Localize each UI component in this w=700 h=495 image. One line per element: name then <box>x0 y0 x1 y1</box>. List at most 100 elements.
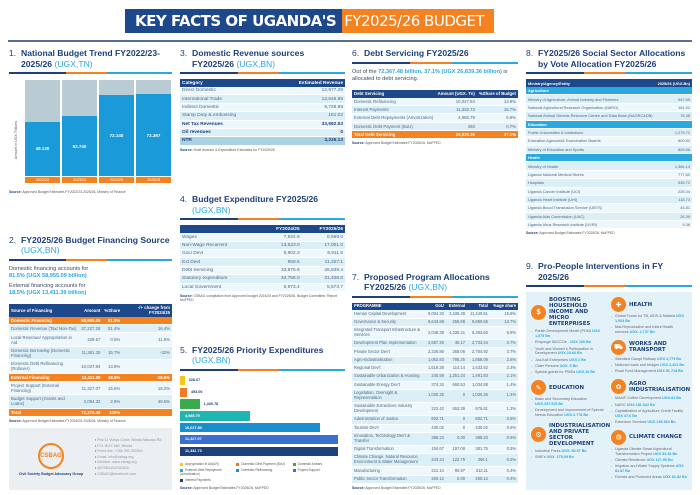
table-cell: 240.59 <box>425 372 446 382</box>
intervention-category: ✚HEALTHGlobal Funds for TB, AIDS & Malar… <box>611 297 687 335</box>
bar-value-label: 72.367 <box>146 132 161 138</box>
source-note: Source: CSBAG compilation from Approved … <box>180 293 338 302</box>
table-row: Oil revenues 0 <box>180 128 345 138</box>
table-cell: 9,899.66 <box>467 318 490 327</box>
section-heading: 8. FY2025/26 Social Sector Allocations by… <box>526 48 686 69</box>
item-text: NARO <box>615 402 627 407</box>
table-cell: 26,839.36 <box>435 130 477 140</box>
contact-item: Website: www.csbag.org <box>95 460 161 466</box>
table-cell: 197.08 <box>445 445 467 455</box>
legend-swatch <box>292 468 296 472</box>
table-cell: Uganda Aids Commission (UAC) <box>526 212 656 222</box>
table-cell: Domestic Debt Payment (BoU) <box>352 122 436 132</box>
table-cell: 0 <box>270 128 345 138</box>
table-header-row: PROGRAMME GoU External Total %age share <box>352 302 518 311</box>
table-cell: Local Government <box>180 283 259 293</box>
item-text: Older Persons <box>535 363 560 368</box>
bar-row: 4,985.79 <box>180 411 345 421</box>
table-cell: 161.02 <box>270 111 345 121</box>
table-row: External Debt Repayments (Amortization) 4… <box>352 113 518 123</box>
table-cell: 15.7% <box>476 105 518 115</box>
item-amount: UGX. 275.09 Bn <box>546 455 574 460</box>
bar-row: 328.67 <box>180 375 345 386</box>
table-cell: 8,728.95 <box>270 103 345 113</box>
table-cell: Uganda Virus Research Institute (UVRI) <box>526 220 656 230</box>
source-note: Source: Draft revenue & Expenditure Esti… <box>180 147 275 152</box>
table-cell: Net Tax Revenues <box>180 120 271 129</box>
table-header-row: Category Estimated Revenue <box>180 79 345 87</box>
table-cell: GoU Devt <box>180 249 259 259</box>
table-cell: 58,955.09 <box>79 316 103 325</box>
table-cell: Uganda Cancer Institute (UCI) <box>526 187 656 196</box>
item-text: Climate Resilience <box>615 457 647 462</box>
table-cell: 430.02 <box>425 424 446 433</box>
domestic-financing-text: Domestic financing accounts for 81.5% (UG… <box>9 265 89 280</box>
category-title-text: EDUCATION <box>549 384 585 391</box>
legend-item: Interest Payments <box>180 478 232 482</box>
table-cell: 122.76 <box>445 453 467 468</box>
table-cell: 8,568.0 <box>301 233 345 242</box>
source-note: Source: Approved Budget Estimates FY2025… <box>352 486 441 490</box>
title-divider <box>8 40 692 42</box>
column-header: %Share <box>102 303 123 317</box>
table-row: Domestic Revenue (Tax/ Non-Tax) 37,227.28… <box>9 324 172 334</box>
table-row: Ministry of Agriculture, Animal Industry… <box>526 94 692 104</box>
table-row: Sustainable Extractives Industry Develop… <box>352 402 518 417</box>
x-tick-label: 2025/26 <box>136 177 171 183</box>
table-cell: 9.36 <box>655 220 692 230</box>
table-row: Human Capital Development 9,004.33 2,436.2… <box>352 310 518 319</box>
chart-legend: Appropriation in Aid(LR) Domestic Debt Pa… <box>180 462 345 482</box>
table-cell: International Trade <box>180 94 271 104</box>
item-text: Capitalization of Agriculture Credit Fac… <box>615 408 684 413</box>
source-note: Source: Approved Budget Estimates FY2022… <box>9 190 126 194</box>
table-cell: Legislation, Oversight & Representation <box>352 389 426 404</box>
table-cell: 12,977.29 <box>270 87 345 96</box>
item-amount: UGX 1,075 Bn <box>535 329 600 338</box>
table-row: NTR 3,226.13 <box>180 136 345 146</box>
table-row: Private Sector Dev't 2,336.86 368.06 2,704.… <box>352 347 518 357</box>
table-row: Agro-Industrialisation 1,062.83 795.25 1,85… <box>352 356 518 366</box>
item-text: Industrial Parks <box>535 448 562 453</box>
bar-row: 11,327.07 <box>180 434 345 445</box>
item-text: SME's <box>535 455 547 460</box>
legend-swatch <box>180 468 183 472</box>
table-row: Project Support (External Financing) 11,3… <box>9 381 172 396</box>
table-row: Integrated Transport Infrastructure & Se… <box>352 326 518 341</box>
divider <box>9 258 172 261</box>
table-cell: 255.98 <box>445 318 467 327</box>
table-cell: 1.4% <box>489 389 518 404</box>
table-cell: 5,573.7 <box>301 283 345 293</box>
bar: 10,027.80 <box>180 422 320 433</box>
table-cell: 221.14 <box>425 466 446 476</box>
table-cell: Manufacturing <box>352 466 426 476</box>
item-amount: UGX 2,261 Bn <box>660 363 685 368</box>
legend-swatch <box>180 462 183 466</box>
table-cell <box>122 316 172 325</box>
intervention-category: ⚙ INDUSTRIALISATION AND PRIVATE SECTOR DE… <box>531 423 610 460</box>
legend-item: Domestic Refinancing <box>236 468 288 476</box>
table-row: Ministry of Health 1,364.14 <box>526 161 692 171</box>
money-icon: $ <box>531 304 546 320</box>
table-row: Domestic Financing 58,955.09 81.5% <box>9 316 172 325</box>
table-cell: 31,405.0 <box>301 274 345 284</box>
contact-item: Fixed line: +256 393 202844 <box>95 449 161 455</box>
section-budget-trend: 1. National Budget Trend FY2022/23-2025/2… <box>9 48 172 194</box>
table-cell: Ministry of Health <box>526 161 656 171</box>
globe-icon: ◍ <box>611 429 626 445</box>
source-note: Source: Approved Budget Estimates FY2025… <box>180 486 269 490</box>
table-cell: 184.67 <box>425 445 446 455</box>
section-financing-source: 2. FY2025/26 Budget Financing Source (UGX… <box>9 235 172 490</box>
item-amount: UGX 2 Bn <box>569 357 587 362</box>
x-tick-label: 2023/24 <box>62 177 97 183</box>
table-cell: 17,001.0 <box>301 241 345 251</box>
table-cell: Human Capital Development <box>352 310 426 319</box>
section-heading: 7. Proposed Program Allocations FY2025/26… <box>352 271 490 293</box>
table-cell: 0.5% <box>489 432 518 446</box>
table-cell: 33,592.53 <box>270 120 345 129</box>
item-amount: UGX 1,003 Bn <box>615 314 685 323</box>
item-text: Youth and Women's Participation in Devel… <box>535 346 593 356</box>
item-amount: UGX. 5 Bn <box>559 363 578 368</box>
item-text: Global Funds for TB, AIDS & Malaria <box>615 314 677 319</box>
intervention-item: Development and improvement of Special N… <box>531 408 607 418</box>
budget-expenditure-table: FY2024/25 FY2025/26 Wages 7,934.8 8,568.0 Non… <box>180 225 345 293</box>
